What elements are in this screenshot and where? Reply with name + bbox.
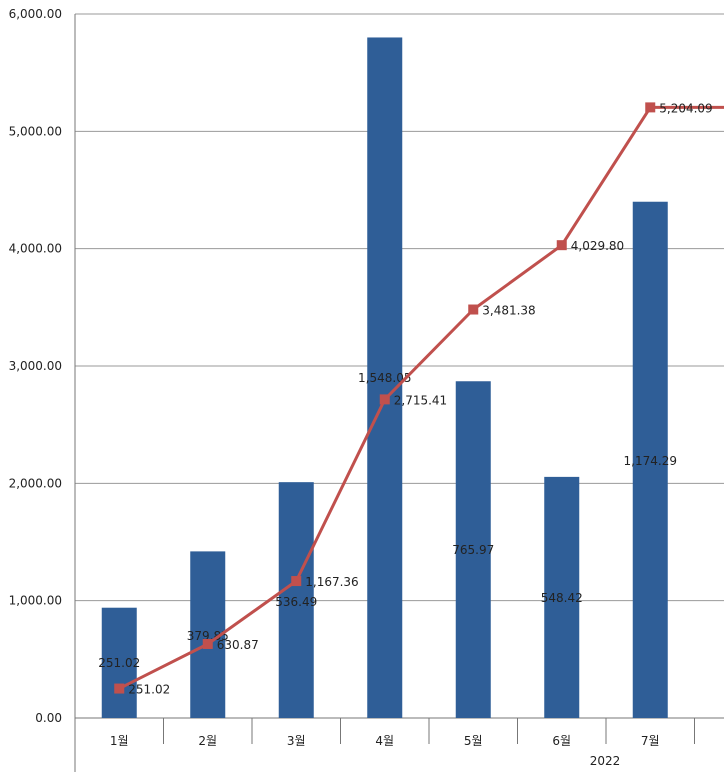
y-tick-label: 6,000.00	[9, 7, 62, 21]
x-tick-label: 7월	[641, 734, 660, 748]
x-tick-label: 2월	[198, 734, 217, 748]
y-tick-label: 0.00	[35, 711, 62, 725]
bar-data-label: 765.97	[452, 543, 494, 557]
y-tick-label: 1,000.00	[9, 594, 62, 608]
y-tick-label: 2,000.00	[9, 476, 62, 490]
bar	[101, 607, 137, 718]
bar	[278, 482, 314, 718]
x-tick-label: 5월	[464, 734, 483, 748]
line-marker	[114, 683, 125, 694]
x-tick-label: 6월	[552, 734, 571, 748]
x-tick-label: 3월	[287, 734, 306, 748]
y-tick-label: 3,000.00	[9, 359, 62, 373]
bar-data-label: 548.42	[541, 591, 583, 605]
line-marker	[468, 304, 479, 315]
y-tick-label: 4,000.00	[9, 242, 62, 256]
bar	[455, 381, 491, 718]
line-data-label: 3,481.38	[482, 304, 535, 318]
line-data-label: 630.87	[217, 638, 259, 652]
bar-data-label: 379.85	[187, 629, 229, 643]
line-data-label: 251.02	[128, 683, 170, 697]
y-tick-label: 5,000.00	[9, 124, 62, 138]
line-marker	[645, 102, 656, 113]
x-tick-label: 1월	[110, 734, 129, 748]
bar-data-label: 251.02	[98, 656, 140, 670]
x-group-label: 2022	[590, 754, 621, 768]
bar	[632, 201, 668, 718]
line-marker	[291, 576, 302, 587]
line-data-label: 4,029.80	[571, 239, 624, 253]
bar-data-label: 1,174.29	[624, 454, 677, 468]
line-data-label: 2,715.41	[394, 393, 447, 407]
bar-data-label: 1,548.05	[358, 371, 411, 385]
bar	[544, 476, 580, 718]
line-data-label: 5,204.09	[659, 101, 712, 115]
line-marker	[202, 638, 213, 649]
x-tick-label: 4월	[375, 734, 394, 748]
line-data-label: 1,167.36	[305, 575, 358, 589]
series-line	[118, 105, 724, 690]
line-marker	[379, 394, 390, 405]
bar-data-label: 536.49	[275, 595, 317, 609]
bar	[367, 37, 403, 718]
line-marker	[556, 240, 567, 251]
